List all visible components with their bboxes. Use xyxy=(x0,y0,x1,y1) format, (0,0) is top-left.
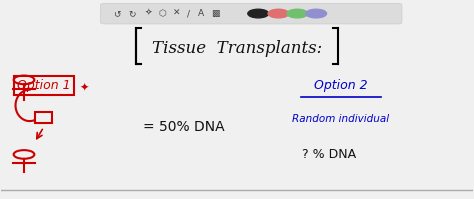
Text: = 50% DNA: = 50% DNA xyxy=(143,120,224,134)
Text: Option 1: Option 1 xyxy=(17,79,71,92)
Text: ↺: ↺ xyxy=(113,9,120,18)
Text: Option 2: Option 2 xyxy=(314,79,367,92)
Circle shape xyxy=(248,9,269,18)
Text: ✧: ✧ xyxy=(145,9,152,18)
Text: /: / xyxy=(187,9,191,18)
FancyBboxPatch shape xyxy=(100,3,402,24)
Text: ✕: ✕ xyxy=(173,9,181,18)
Circle shape xyxy=(306,9,327,18)
Text: ? % DNA: ? % DNA xyxy=(302,148,356,161)
Text: ▩: ▩ xyxy=(211,9,220,18)
Text: ↻: ↻ xyxy=(128,9,136,18)
Text: Random individual: Random individual xyxy=(292,114,389,124)
Text: Tissue  Transplants:: Tissue Transplants: xyxy=(152,40,322,57)
Circle shape xyxy=(268,9,289,18)
Text: ⬡: ⬡ xyxy=(159,9,166,18)
Text: ✦: ✦ xyxy=(79,83,89,93)
Text: A: A xyxy=(198,9,204,18)
Circle shape xyxy=(287,9,308,18)
